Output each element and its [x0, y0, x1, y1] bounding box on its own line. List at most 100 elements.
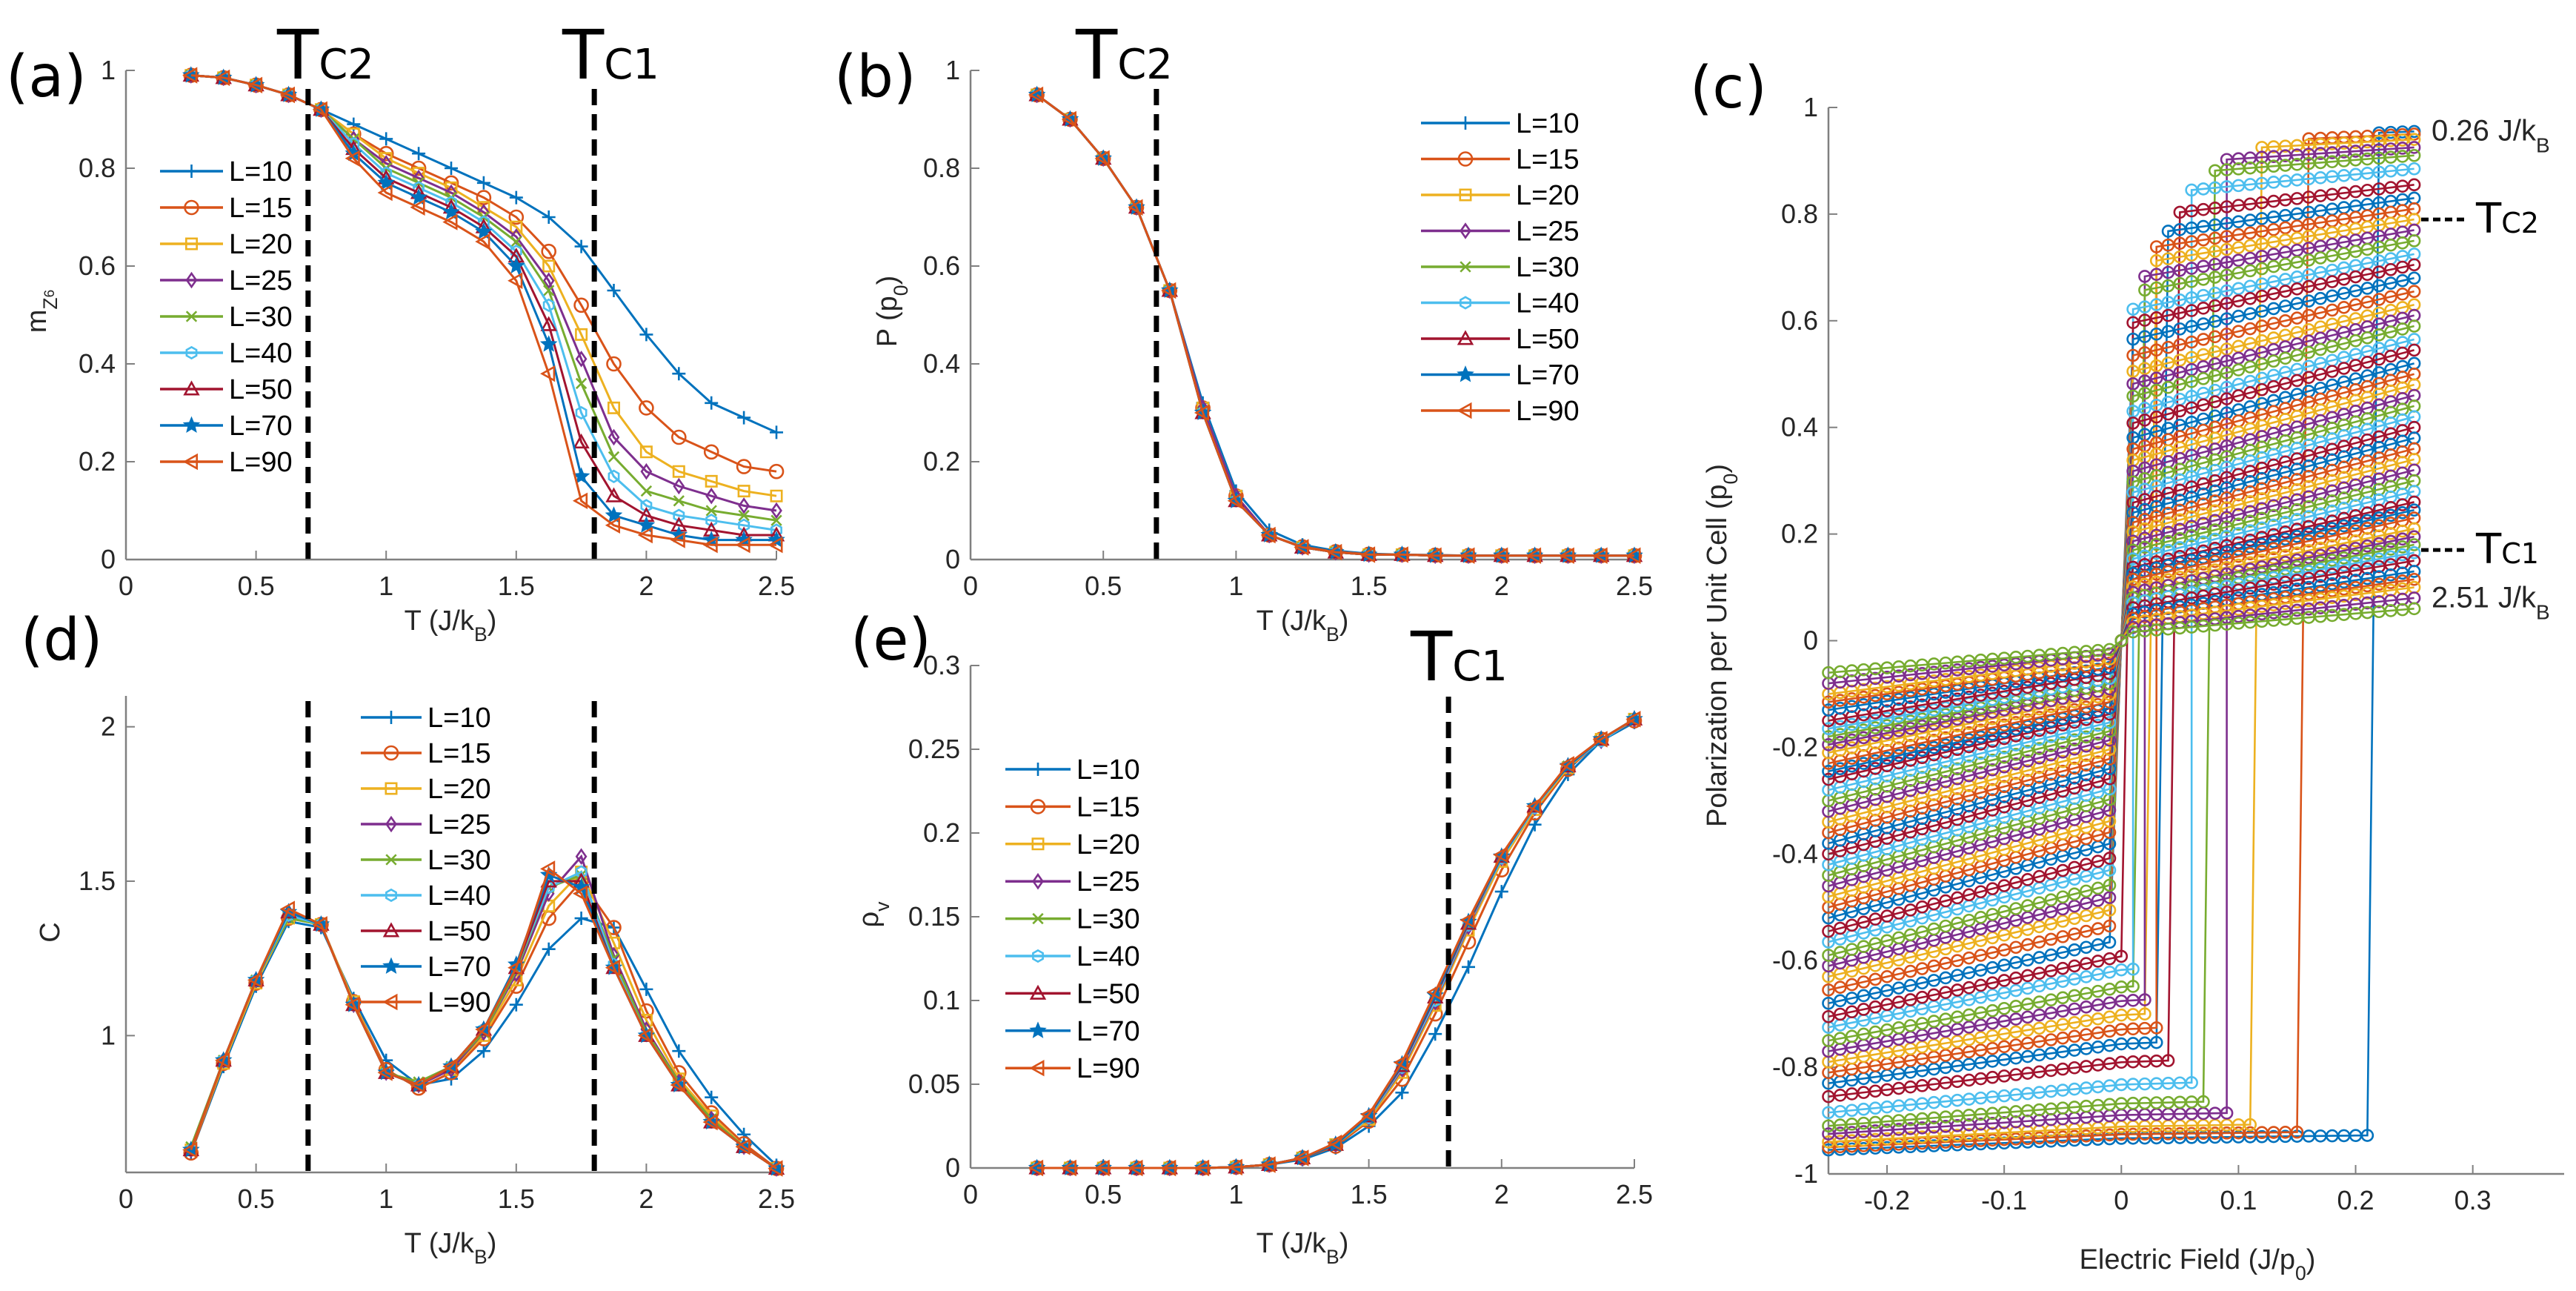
legend-item: L=20 — [1005, 829, 1140, 860]
data-point-marker — [574, 912, 588, 926]
data-point-marker — [2091, 881, 2105, 895]
data-point-marker — [1951, 762, 1964, 776]
data-point-marker — [1857, 1027, 1871, 1041]
axis-label-subscript: 0 — [890, 285, 912, 296]
data-point-marker — [2044, 893, 2058, 906]
data-point-marker — [1951, 743, 1964, 757]
data-point-marker — [2290, 255, 2304, 269]
data-point-marker — [2290, 546, 2304, 560]
data-point-marker — [2231, 309, 2246, 323]
axis-label: T (J/kB) — [1257, 605, 1349, 646]
data-point-marker — [2326, 365, 2339, 378]
axis-label: P (p0) — [872, 276, 912, 347]
data-point-marker — [1892, 766, 1906, 780]
data-point-marker — [572, 492, 588, 510]
data-point-marker — [1927, 788, 1941, 802]
data-point-marker — [1892, 724, 1906, 737]
hysteresis-loop — [1822, 127, 2421, 1154]
data-point-marker — [2278, 285, 2292, 298]
data-point-marker — [2138, 313, 2151, 327]
data-point-marker — [2044, 948, 2058, 962]
data-point-marker — [184, 199, 199, 216]
data-point-marker — [1845, 733, 1859, 747]
data-point-marker — [507, 272, 523, 290]
data-point-marker — [183, 380, 200, 396]
data-point-marker — [2149, 568, 2163, 581]
data-point-marker — [445, 162, 458, 175]
data-point-marker — [1857, 975, 1871, 989]
data-point-marker — [2231, 498, 2246, 511]
data-point-marker — [2009, 757, 2023, 771]
data-point-marker — [1880, 983, 1894, 998]
data-point-marker — [2080, 909, 2093, 923]
data-point-marker — [182, 67, 198, 84]
data-point-marker — [2220, 312, 2234, 325]
data-point-marker — [2197, 317, 2210, 331]
data-point-marker — [509, 190, 523, 205]
data-point-marker — [2138, 414, 2151, 427]
data-point-marker — [1986, 783, 2000, 797]
data-point-marker — [1903, 964, 1917, 978]
data-point-marker — [2326, 339, 2339, 354]
data-point-marker — [2044, 917, 2058, 931]
data-point-marker — [2395, 288, 2409, 301]
data-point-marker — [2091, 718, 2105, 732]
y-tick-label: 0.25 — [908, 734, 960, 764]
data-point-marker — [605, 506, 623, 523]
data-point-marker — [2407, 234, 2421, 248]
tc-label-c1: TC1 — [1410, 617, 1508, 697]
legend-label: L=20 — [1516, 180, 1580, 211]
data-point-marker — [2267, 499, 2280, 513]
data-point-marker — [2161, 340, 2175, 354]
data-point-marker — [2091, 746, 2105, 760]
data-point-marker — [1997, 780, 2011, 794]
data-point-marker — [2009, 956, 2023, 969]
data-point-marker — [1997, 958, 2011, 972]
legend-label: L=15 — [427, 738, 491, 769]
data-point-marker — [2255, 531, 2269, 544]
data-point-marker — [2197, 288, 2210, 302]
data-point-marker — [2290, 1125, 2304, 1139]
legend-item: L=30 — [361, 845, 491, 876]
data-point-marker — [1986, 720, 2000, 734]
data-point-marker — [215, 69, 230, 87]
axis-label-text: T (J/k — [405, 1228, 475, 1259]
data-point-marker — [184, 165, 199, 178]
data-point-marker — [2009, 767, 2023, 780]
data-point-marker — [1031, 837, 1045, 851]
data-point-marker — [2068, 733, 2081, 747]
data-point-marker — [2255, 554, 2269, 567]
legend-label: L=15 — [1076, 791, 1140, 823]
x-tick-label: 1.5 — [498, 571, 535, 601]
data-point-marker — [2407, 522, 2421, 536]
axis-label-subscript: 6 — [42, 290, 58, 298]
legend-item: L=15 — [1421, 145, 1580, 176]
axis-label-text: Polarization per Unit Cell (p — [1702, 484, 1733, 827]
data-point-marker — [2149, 311, 2163, 325]
panel-label: (b) — [834, 44, 916, 110]
data-point-marker — [1974, 746, 1988, 760]
data-point-marker — [1939, 746, 1952, 759]
x-tick-label: 0.5 — [238, 571, 275, 601]
data-point-marker — [2091, 775, 2105, 789]
data-point-marker — [2407, 319, 2421, 333]
data-point-marker — [2337, 287, 2351, 300]
data-point-marker — [768, 463, 785, 479]
data-point-marker — [1927, 758, 1941, 771]
data-point-marker — [2208, 541, 2222, 555]
loop-line — [1828, 239, 2414, 1042]
data-point-marker — [2360, 331, 2374, 345]
data-point-marker — [2197, 517, 2210, 531]
data-point-marker — [1880, 759, 1894, 773]
data-point-marker — [345, 996, 360, 1013]
data-point-marker — [2161, 565, 2175, 579]
data-point-marker — [2360, 268, 2374, 282]
data-point-marker — [2349, 524, 2363, 538]
temperature-unit: J/k — [2498, 114, 2537, 147]
loop-temperature-last: 2.51 J/kB — [2432, 581, 2550, 623]
data-point-marker — [2208, 286, 2222, 300]
data-point-marker — [2407, 133, 2421, 146]
data-point-marker — [2267, 551, 2280, 565]
data-point-marker — [2126, 516, 2140, 529]
data-point-marker — [2302, 279, 2316, 293]
